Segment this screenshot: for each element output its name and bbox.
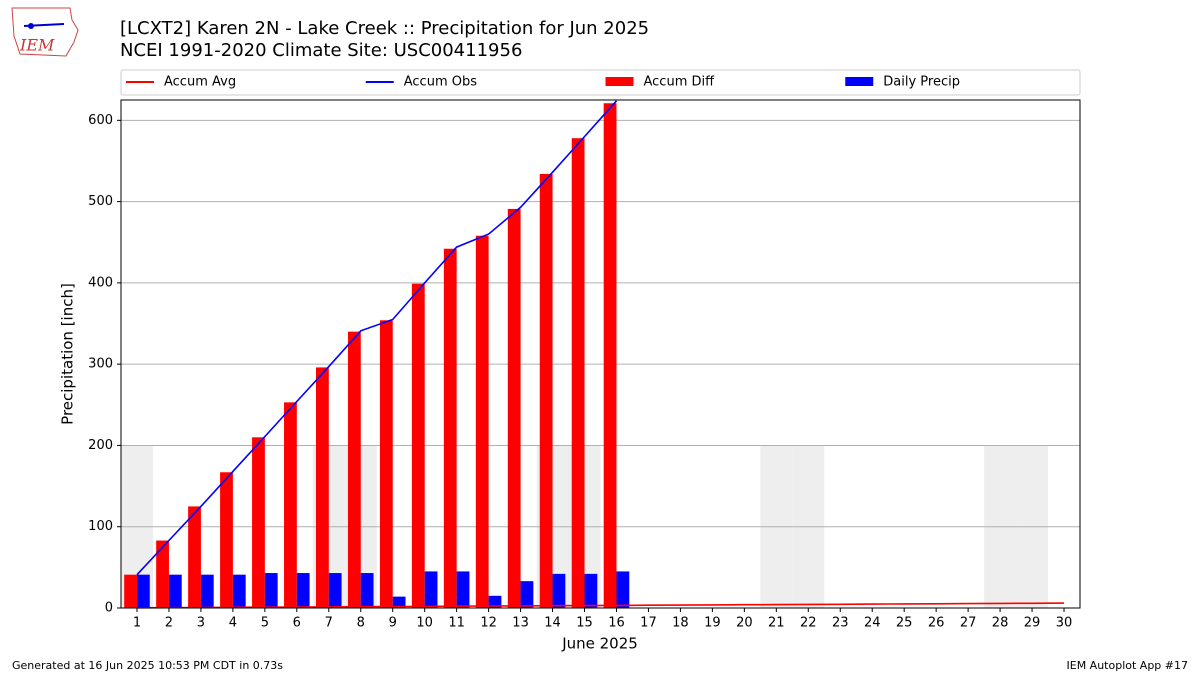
y-tick-label: 200 [88,438,113,453]
bar [232,574,246,608]
logo-text: IEM [19,36,55,55]
bar [443,248,457,608]
bar [284,402,297,608]
x-tick-label: 25 [896,616,913,631]
y-tick-label: 600 [88,113,113,128]
bar [424,571,438,608]
x-tick-label: 23 [832,616,849,631]
line [136,602,1065,609]
y-tick-label: 0 [105,601,113,616]
x-tick-label: 17 [640,616,657,631]
y-tick-label: 100 [88,519,113,534]
y-tick-label: 300 [88,357,113,372]
bar [603,103,617,609]
plot-frame [120,99,1081,609]
x-axis-label: June 2025 [561,635,638,653]
x-tick-label: 9 [389,616,397,631]
x-tick-label: 22 [800,616,817,631]
legend-swatch [845,77,874,86]
x-tick-label: 24 [864,616,881,631]
x-tick-label: 19 [704,616,721,631]
x-tick-label: 30 [1056,616,1073,631]
y-axis-label: Precipitation [inch] [59,283,77,425]
legend-label: Accum Diff [644,75,716,90]
bar [328,573,342,608]
y-tick-label: 400 [88,275,113,290]
chart-subtitle: NCEI 1991-2020 Climate Site: USC00411956 [120,40,522,61]
x-tick-label: 4 [229,616,237,631]
bar [136,574,150,608]
x-tick-label: 7 [325,616,333,631]
legend-label: Accum Obs [404,75,477,90]
x-tick-label: 11 [448,616,465,631]
bar [488,595,502,608]
bar [616,571,630,608]
bar [252,437,265,608]
bar [539,173,553,609]
bar [456,571,470,608]
x-tick-label: 6 [293,616,301,631]
legend-label: Daily Precip [883,75,960,90]
logo: IEM [11,7,79,57]
bar [411,283,425,608]
bar [168,574,182,608]
x-tick-label: 8 [357,616,365,631]
bar [584,573,598,608]
bar [520,581,534,608]
x-tick-label: 3 [197,616,205,631]
legend-label: Accum Avg [164,75,236,90]
bar [552,573,566,608]
x-tick-label: 2 [165,616,173,631]
line [136,100,618,576]
x-tick-label: 21 [768,616,785,631]
x-tick-label: 5 [261,616,269,631]
x-tick-label: 10 [416,616,433,631]
bar [360,573,374,608]
chart-title: [LCXT2] Karen 2N - Lake Creek :: Precipi… [120,18,649,39]
bar [264,573,278,608]
x-tick-label: 13 [512,616,529,631]
x-tick-label: 1 [133,616,141,631]
bar [315,367,329,608]
bar [124,574,137,608]
x-tick-label: 14 [544,616,561,631]
bar [220,472,233,608]
x-tick-label: 27 [960,616,977,631]
bar [379,320,393,608]
bar [296,573,310,608]
bar [156,540,169,608]
legend-swatch [605,77,634,86]
bar [347,331,361,608]
x-tick-label: 28 [992,616,1009,631]
bar [507,208,521,608]
bar [571,138,585,608]
legend-box [120,69,1081,96]
x-tick-label: 12 [480,616,497,631]
x-tick-label: 29 [1024,616,1041,631]
x-tick-label: 20 [736,616,753,631]
x-tick-label: 16 [608,616,625,631]
footer-left: Generated at 16 Jun 2025 10:53 PM CDT in… [12,659,283,672]
bar [475,235,489,608]
bar [392,596,406,608]
x-tick-label: 26 [928,616,945,631]
y-tick-label: 500 [88,194,113,209]
footer-right: IEM Autoplot App #17 [1067,659,1189,672]
x-tick-label: 15 [576,616,593,631]
bar [188,506,201,608]
bar [200,574,214,608]
x-tick-label: 18 [672,616,689,631]
